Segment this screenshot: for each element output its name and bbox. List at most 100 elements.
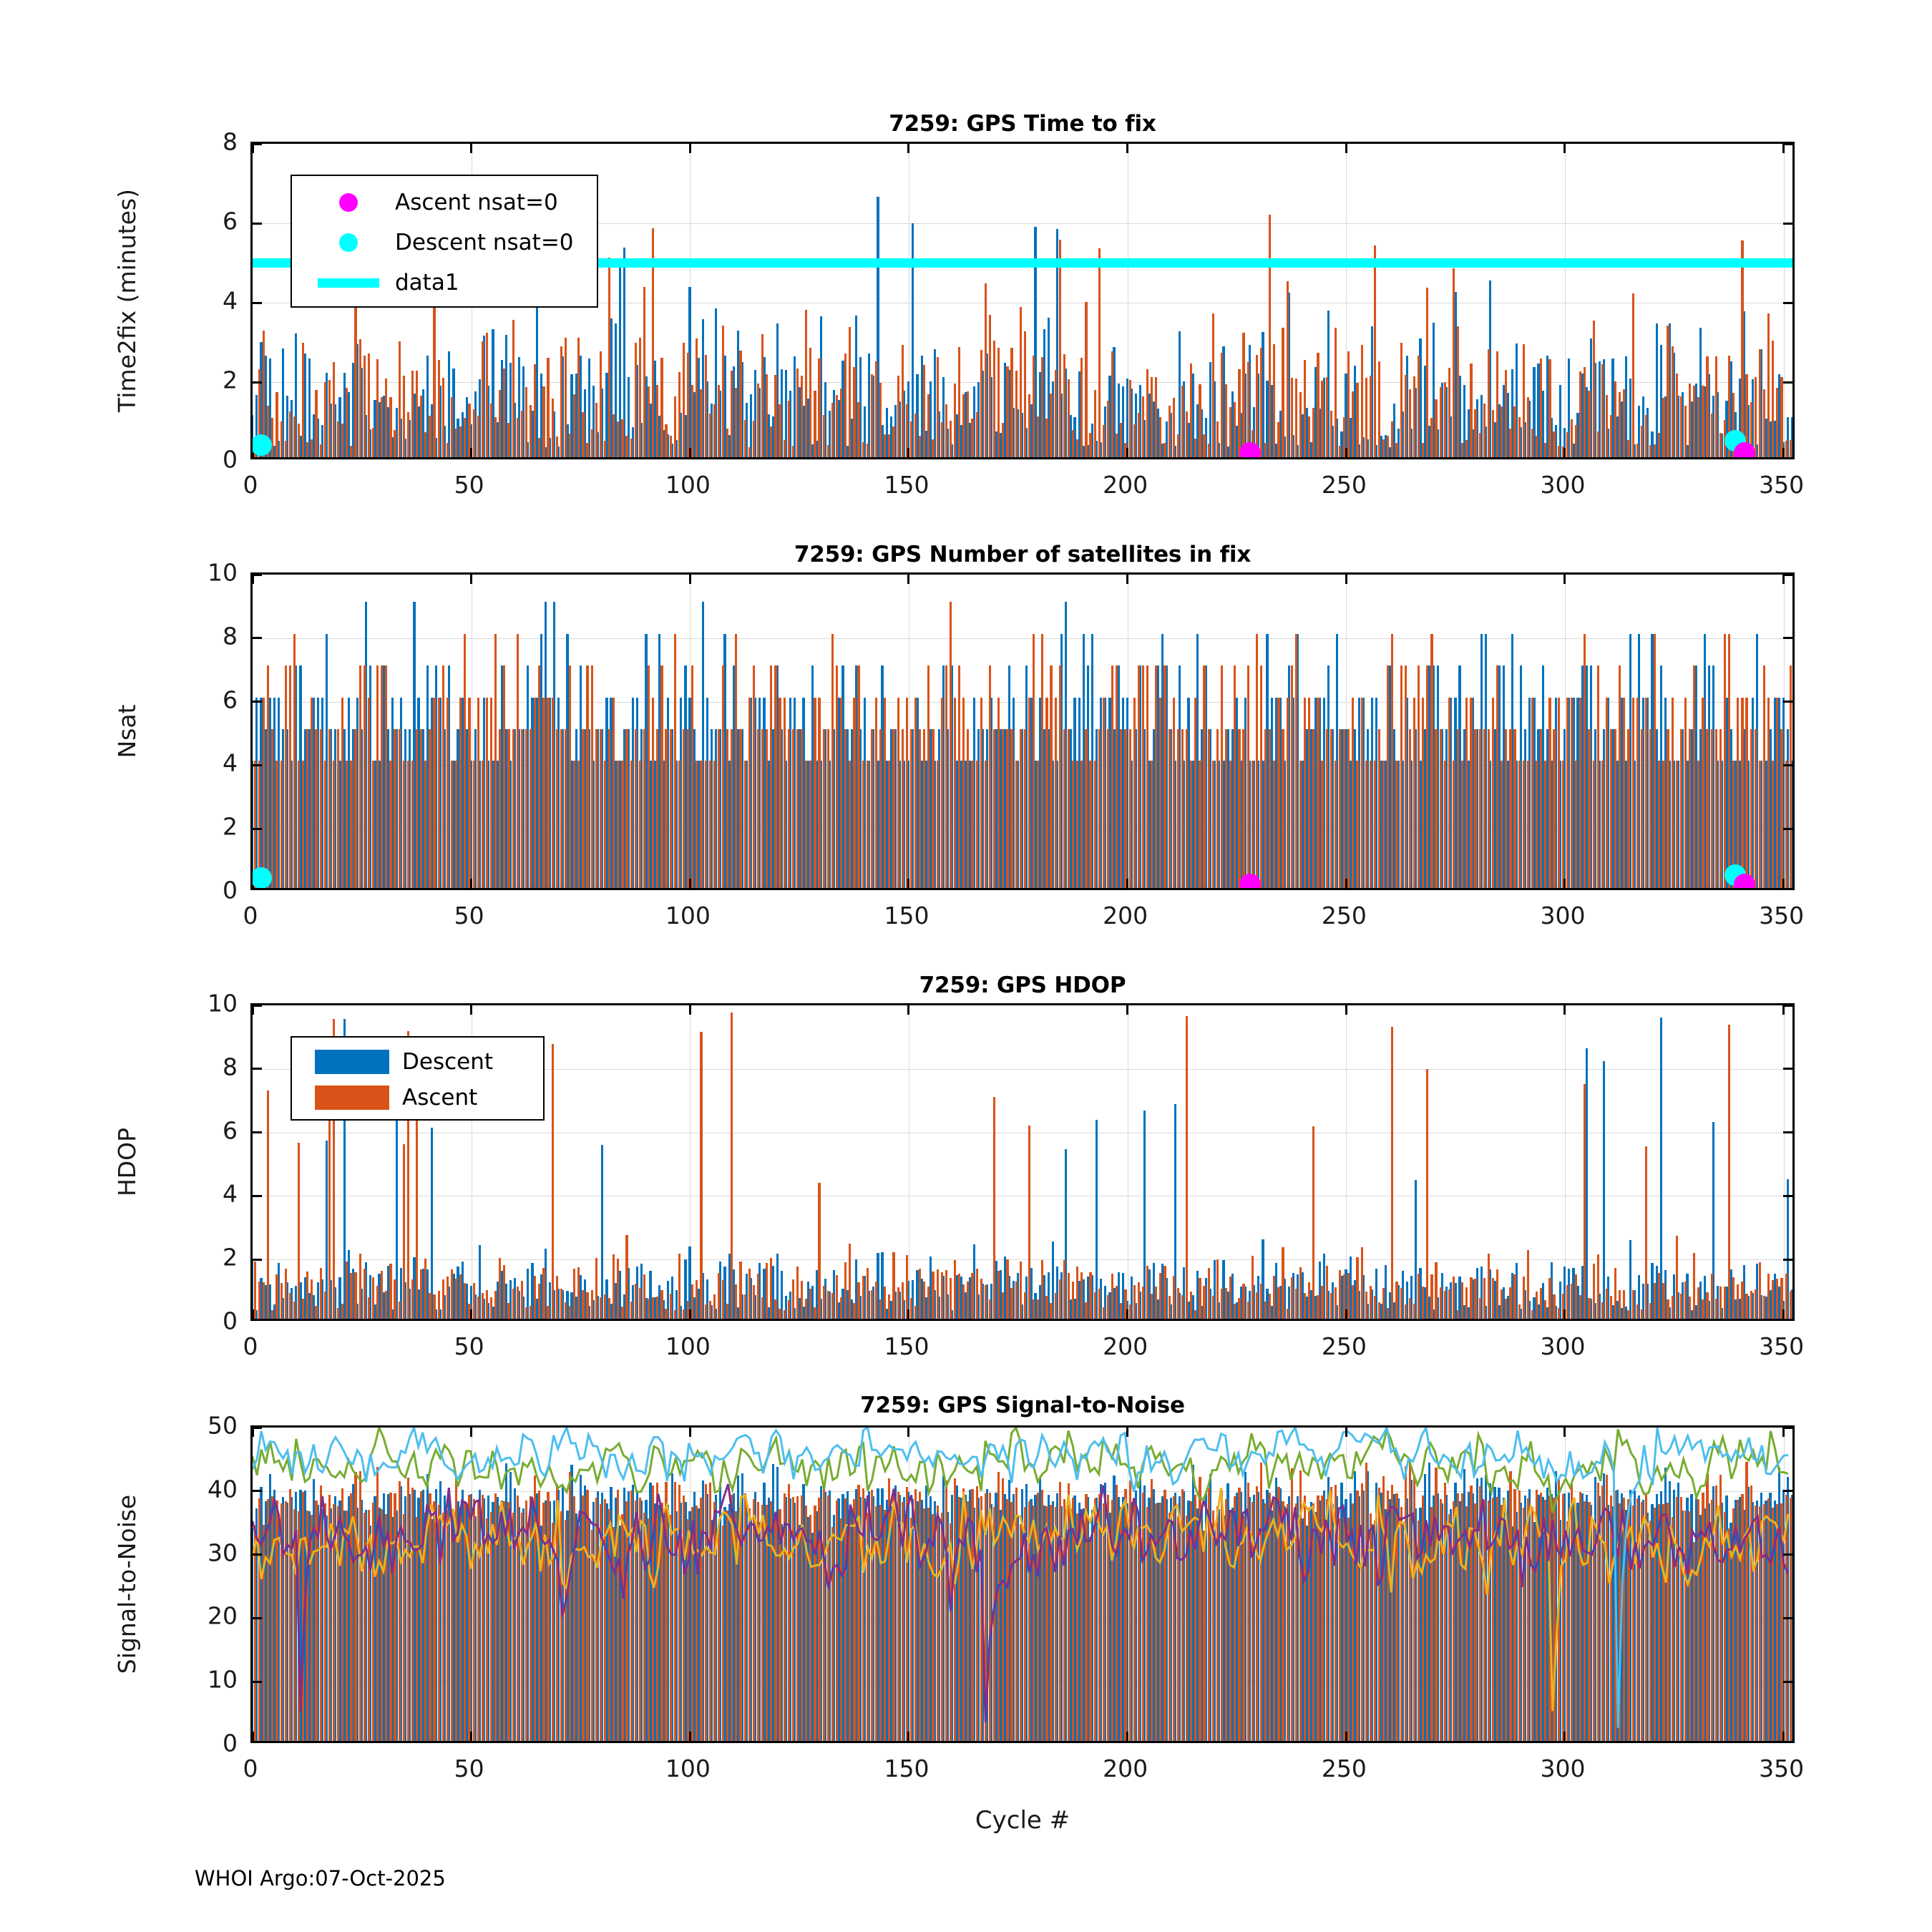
bar — [416, 1044, 419, 1319]
bar — [984, 1284, 987, 1319]
bar — [1619, 1289, 1621, 1319]
bar — [448, 351, 451, 457]
bar — [975, 412, 978, 457]
bar — [949, 1523, 952, 1741]
bar — [365, 1262, 368, 1319]
bar — [1028, 1501, 1031, 1741]
bar — [1408, 1462, 1411, 1741]
bar — [1226, 446, 1229, 457]
bar — [1051, 761, 1055, 888]
bar — [444, 425, 447, 457]
bar — [1023, 331, 1026, 457]
bar — [632, 1284, 635, 1319]
bar — [534, 1276, 537, 1319]
bar — [1371, 1289, 1374, 1319]
bar — [693, 1297, 696, 1319]
bar — [1076, 761, 1079, 888]
y-tick-label: 6 — [223, 1116, 238, 1145]
bar — [1121, 386, 1124, 457]
bar — [831, 1526, 834, 1741]
bar — [275, 1500, 278, 1741]
bar — [1246, 362, 1249, 457]
bar — [1651, 633, 1654, 888]
bar — [1576, 1286, 1579, 1319]
bar — [525, 1501, 528, 1741]
bar — [1415, 1179, 1418, 1319]
bar — [1089, 761, 1092, 888]
bar — [1668, 1307, 1672, 1319]
bar — [1401, 411, 1405, 457]
bar — [483, 1498, 486, 1741]
bar — [1025, 665, 1028, 888]
bar — [1222, 346, 1225, 457]
bar — [1191, 373, 1194, 457]
bar — [343, 372, 346, 457]
bar — [1290, 665, 1293, 888]
bar — [417, 697, 420, 888]
bar — [1419, 1507, 1422, 1741]
bar — [1089, 1537, 1092, 1741]
bar — [1395, 761, 1398, 888]
bar — [1183, 1491, 1186, 1741]
gridline-x-350 — [1783, 144, 1785, 457]
bar — [1458, 376, 1461, 457]
bar — [1190, 1291, 1193, 1319]
bar — [1629, 379, 1632, 457]
bar — [354, 287, 357, 457]
bar — [430, 697, 433, 888]
bar — [1220, 1288, 1224, 1319]
bar — [489, 403, 493, 457]
bar — [780, 1271, 784, 1319]
bar — [1585, 1048, 1588, 1319]
bar — [1365, 1463, 1367, 1741]
bar — [1649, 444, 1652, 457]
bar — [955, 761, 958, 888]
bar — [885, 1500, 888, 1741]
bar — [1550, 417, 1553, 457]
bar — [1575, 425, 1578, 457]
bar — [555, 729, 558, 888]
bar — [1218, 1509, 1221, 1741]
bar — [652, 1297, 655, 1319]
x-tickmark — [253, 575, 254, 584]
bar — [1139, 384, 1142, 457]
bar — [666, 697, 670, 888]
bar — [1196, 404, 1199, 457]
bar — [613, 414, 615, 457]
bar — [977, 1294, 980, 1319]
bar — [1141, 1492, 1145, 1741]
y-tickmark — [1783, 301, 1792, 304]
bar — [1353, 366, 1356, 457]
bar — [557, 446, 560, 457]
bar — [1487, 1253, 1490, 1319]
bar — [824, 1279, 827, 1319]
bar — [264, 356, 267, 457]
bar — [949, 421, 952, 457]
bar — [1244, 373, 1247, 457]
bar — [809, 1515, 812, 1741]
bar — [1445, 1494, 1448, 1741]
bar — [271, 1309, 274, 1319]
bar — [614, 1282, 617, 1319]
bar — [1253, 761, 1256, 888]
legend-dot-icon — [339, 233, 358, 252]
bar — [1694, 383, 1697, 457]
bar — [437, 1291, 440, 1319]
bar — [253, 415, 254, 457]
x-tickmark — [688, 879, 691, 888]
bar — [284, 1268, 287, 1319]
bar — [1561, 761, 1564, 888]
bar — [840, 1518, 843, 1741]
bar — [1121, 1496, 1124, 1741]
bar — [962, 697, 965, 888]
x-tickmark — [688, 1428, 691, 1437]
bar — [1169, 413, 1173, 457]
bar — [1485, 1475, 1488, 1741]
bar — [385, 665, 388, 888]
bar — [1611, 1506, 1614, 1741]
bar — [1496, 665, 1499, 888]
bar — [253, 761, 254, 888]
bar — [1767, 1274, 1770, 1319]
bar — [1259, 665, 1263, 888]
y-tick-label: 10 — [208, 558, 238, 587]
